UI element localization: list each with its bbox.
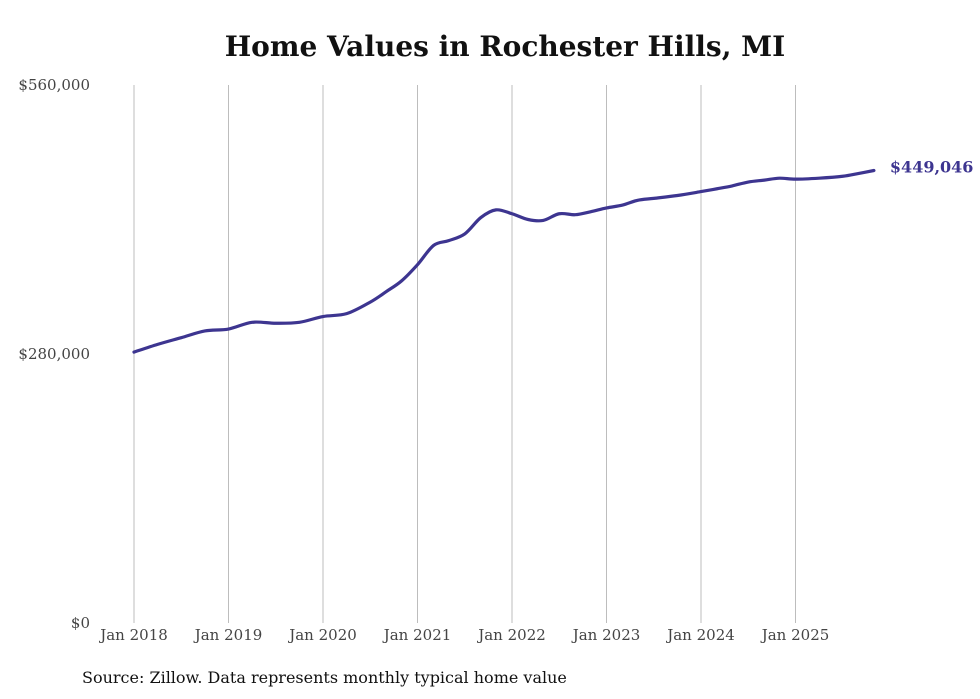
- x-tick-label: Jan 2023: [571, 626, 641, 644]
- y-tick-label: $0: [71, 614, 90, 632]
- x-tick-label: Jan 2025: [760, 626, 830, 644]
- source-note: Source: Zillow. Data represents monthly …: [82, 668, 567, 687]
- x-tick-label: Jan 2018: [98, 626, 168, 644]
- end-value-label: $449,046: [890, 158, 974, 177]
- series-line: [132, 168, 876, 354]
- x-tick-label: Jan 2022: [476, 626, 546, 644]
- x-tick-label: Jan 2020: [287, 626, 357, 644]
- x-axis: Jan 2018 Jan 2019 Jan 2020 Jan 2021 Jan 2022…: [98, 626, 829, 644]
- grid-layer: [133, 85, 796, 623]
- x-tick-label: Jan 2019: [193, 626, 263, 644]
- x-tick-label: Jan 2024: [665, 626, 735, 644]
- y-axis: $0 $280,000 $560,000: [18, 76, 90, 632]
- y-tick-label: $560,000: [18, 76, 90, 94]
- y-tick-label: $280,000: [18, 345, 90, 363]
- series-layer: [132, 168, 876, 354]
- x-tick-label: Jan 2021: [382, 626, 452, 644]
- chart-title: Home Values in Rochester Hills, MI: [224, 30, 786, 63]
